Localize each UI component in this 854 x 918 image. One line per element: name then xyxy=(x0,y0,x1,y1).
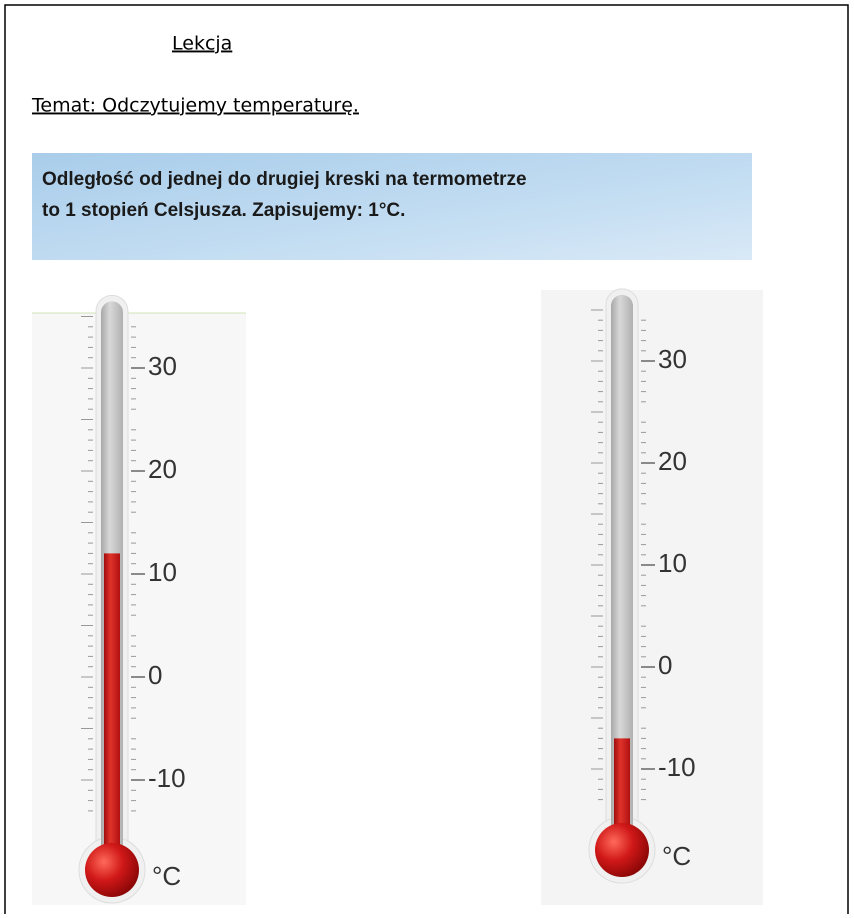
mercury xyxy=(104,553,120,870)
tick-label: 30 xyxy=(148,351,177,381)
tick-label: 10 xyxy=(148,557,177,587)
info-line: Odległość od jednej do drugiej kreski na… xyxy=(42,169,527,190)
tick-label: 10 xyxy=(658,548,687,578)
tick-label: 30 xyxy=(658,344,687,374)
lesson-title: Lekcja xyxy=(172,33,232,55)
unit-label: °C xyxy=(152,861,181,891)
bulb xyxy=(85,843,139,897)
bulb xyxy=(595,823,649,877)
tick-label: -10 xyxy=(658,752,696,782)
tick-label: 0 xyxy=(658,650,672,680)
info-line: to 1 stopień Celsjusza. Zapisujemy: 1°C. xyxy=(42,200,405,221)
unit-label: °C xyxy=(662,841,691,871)
document: Lekcja Temat: Odczytujemy temperaturę. O… xyxy=(0,0,854,914)
page: {"header": {"title": "Lekcja"}, "topic":… xyxy=(0,0,854,914)
thermometer-panel xyxy=(32,313,246,905)
tick-label: 20 xyxy=(658,446,687,476)
tick-label: 0 xyxy=(148,660,162,690)
topic: Temat: Odczytujemy temperaturę. xyxy=(31,95,359,117)
tick-label: -10 xyxy=(148,763,186,793)
tick-label: 20 xyxy=(148,454,177,484)
thermometer-panel xyxy=(541,290,763,905)
